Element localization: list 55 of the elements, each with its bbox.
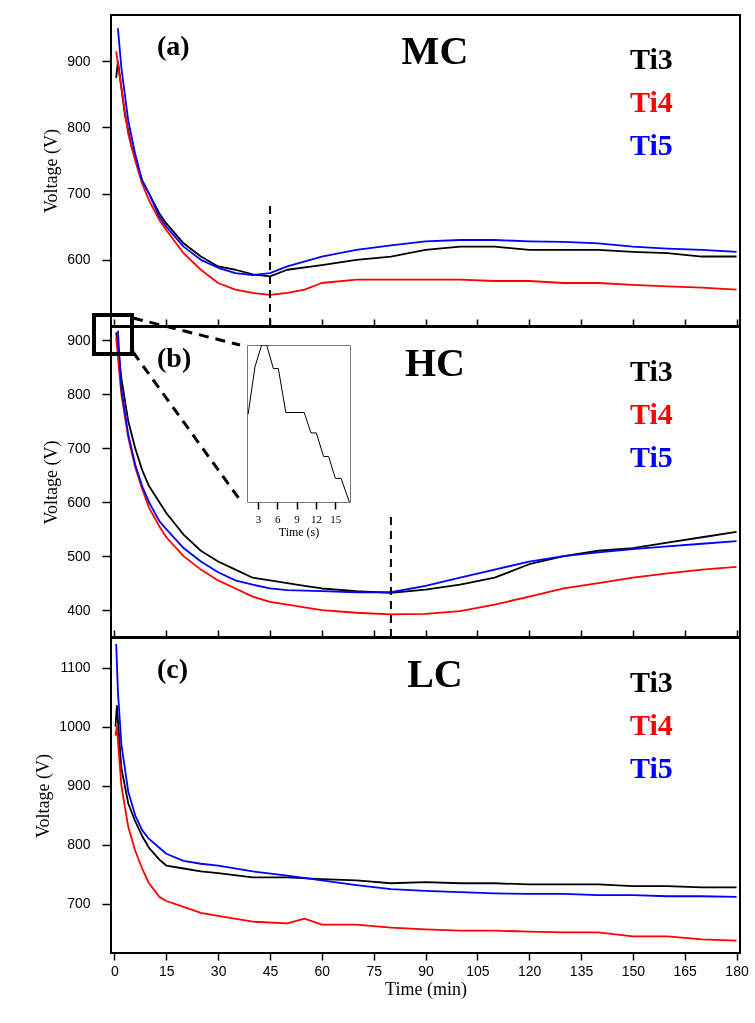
line-series: [115, 643, 738, 898]
text: Ti3: [630, 354, 673, 387]
x-tick-label: 60: [314, 962, 331, 979]
x-tick-label: 3: [255, 512, 262, 525]
y-tick-label: 800: [67, 118, 91, 135]
y-axis-title: Voltage (V): [41, 440, 63, 525]
text: Ti4: [630, 397, 673, 430]
y-tick-label: 600: [67, 493, 91, 510]
x-tick-label: 15: [330, 512, 342, 525]
y-tick-label: 1100: [60, 659, 91, 676]
x-tick-label: 0: [111, 962, 120, 979]
x-tick-label: 30: [210, 962, 227, 979]
y-tick-label: 900: [67, 331, 91, 348]
x-tick-label: 180: [725, 962, 749, 979]
x-tick-label: 135: [569, 962, 594, 979]
text: Ti3: [630, 665, 673, 698]
y-tick-label: 800: [67, 385, 91, 402]
annotation: (b): [157, 342, 192, 373]
annotation: (a): [157, 30, 190, 61]
y-tick-label: 500: [67, 547, 91, 564]
text: Ti4: [630, 85, 673, 118]
chart-title: MC: [401, 28, 469, 73]
y-tick-label: 800: [67, 836, 91, 853]
x-tick-label: 6: [275, 512, 282, 525]
text: Ti5: [630, 128, 673, 161]
x-tick-label: 105: [466, 962, 490, 979]
y-tick-label: 700: [67, 185, 91, 202]
y-tick-label: 900: [67, 52, 91, 69]
y-tick-label: 1000: [59, 718, 91, 735]
x-tick-label: 165: [673, 962, 698, 979]
x-tick-label: 12: [310, 512, 322, 525]
y-tick-label: 900: [67, 777, 91, 794]
x-tick-label: 150: [621, 962, 646, 979]
x-tick-label: 15: [159, 962, 175, 979]
y-tick-label: 700: [67, 439, 91, 456]
y-tick-label: 400: [67, 601, 91, 618]
x-tick-label: 9: [294, 512, 301, 525]
text: Ti5: [630, 751, 673, 784]
y-tick-label: 600: [67, 251, 91, 268]
text: Ti4: [630, 708, 673, 741]
chart-title: LC: [407, 651, 463, 696]
y-axis-title: Voltage (V): [33, 753, 55, 839]
x-axis-title: Time (min): [385, 978, 467, 1000]
x-tick-label: 90: [418, 962, 434, 979]
text: Ti5: [630, 440, 673, 473]
x-tick-label: 75: [366, 962, 383, 979]
text: Ti3: [630, 42, 673, 75]
y-axis-title: Voltage (V): [41, 128, 63, 214]
x-tick-label: 45: [262, 962, 279, 979]
line-series: [114, 705, 738, 889]
x-axis-title: Time (s): [278, 524, 320, 539]
y-tick-label: 700: [67, 895, 91, 912]
annotation: (c): [157, 653, 189, 684]
chart-title: HC: [404, 340, 465, 385]
x-tick-label: 120: [518, 962, 542, 979]
